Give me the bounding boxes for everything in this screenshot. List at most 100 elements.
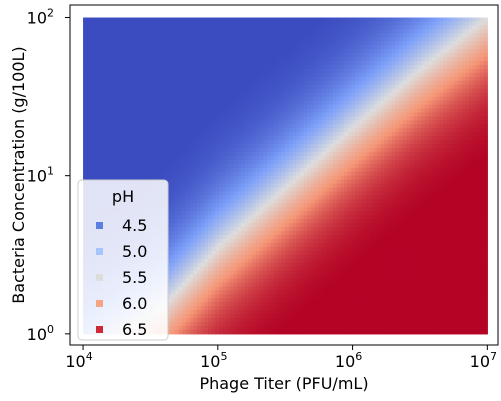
heatmap-cell <box>171 29 176 34</box>
heatmap-cell <box>237 41 242 46</box>
heatmap-cell <box>270 203 275 208</box>
heatmap-cell <box>97 92 103 98</box>
heatmap-cell <box>90 76 95 82</box>
heatmap-cell <box>193 258 198 264</box>
heatmap-cell <box>241 84 246 90</box>
heatmap-cell <box>108 61 114 66</box>
heatmap-cell <box>222 37 227 42</box>
heatmap-cell <box>285 298 290 303</box>
heatmap-cell <box>288 231 294 236</box>
heatmap-cell <box>270 310 275 315</box>
heatmap-cell <box>259 302 264 307</box>
heatmap-cell <box>200 171 205 177</box>
heatmap-cell <box>185 298 191 303</box>
heatmap-cell <box>248 116 253 121</box>
heatmap-cell <box>196 321 202 327</box>
heatmap-cell <box>174 112 180 117</box>
heatmap-cell <box>244 282 250 287</box>
heatmap-cell <box>211 128 216 133</box>
heatmap-cell <box>130 96 136 102</box>
heatmap-cell <box>233 96 239 102</box>
heatmap-cell <box>277 266 283 272</box>
heatmap-cell <box>274 314 279 319</box>
heatmap-cell <box>237 314 242 319</box>
heatmap-cell <box>130 53 136 58</box>
heatmap-cell <box>274 242 279 248</box>
heatmap-cell <box>196 57 202 62</box>
heatmap-cell <box>237 266 242 272</box>
heatmap-cell <box>193 61 198 66</box>
heatmap-cell <box>178 329 183 335</box>
heatmap-cell <box>156 64 161 70</box>
heatmap-cell <box>138 144 143 149</box>
heatmap-cell <box>237 61 242 66</box>
heatmap-cell <box>185 33 191 38</box>
heatmap-cell <box>226 199 231 204</box>
heatmap-cell <box>222 294 227 299</box>
heatmap-cell <box>101 21 106 27</box>
heatmap-cell <box>219 203 224 208</box>
heatmap-cell <box>244 25 250 30</box>
heatmap-cell <box>152 167 158 173</box>
heatmap-cell <box>310 61 316 66</box>
heatmap-cell <box>182 223 187 228</box>
heatmap-cell <box>182 215 187 220</box>
heatmap-cell <box>193 140 198 145</box>
heatmap-cell <box>230 167 235 173</box>
heatmap-cell <box>97 104 103 110</box>
heatmap-cell <box>263 298 268 303</box>
heatmap-cell <box>145 84 150 90</box>
heatmap-cell <box>112 33 117 38</box>
heatmap-cell <box>83 136 88 141</box>
heatmap-cell <box>296 187 301 193</box>
heatmap-cell <box>171 17 176 23</box>
heatmap-cell <box>189 266 194 272</box>
heatmap-cell <box>259 211 264 216</box>
heatmap-cell <box>101 17 106 23</box>
heatmap-cell <box>145 159 150 165</box>
heatmap-cell <box>196 76 202 82</box>
heatmap-cell <box>94 148 99 153</box>
heatmap-cell <box>182 325 187 331</box>
heatmap-cell <box>94 108 99 114</box>
heatmap-cell <box>244 199 250 204</box>
heatmap-cell <box>303 140 308 145</box>
heatmap-cell <box>130 64 136 70</box>
heatmap-cell <box>97 88 103 94</box>
heatmap-cell <box>105 163 110 169</box>
heatmap-cell <box>193 80 198 86</box>
heatmap-cell <box>200 266 205 272</box>
heatmap-cell <box>105 100 110 106</box>
heatmap-cell <box>281 290 286 295</box>
heatmap-cell <box>237 329 242 335</box>
heatmap-cell <box>149 57 154 62</box>
heatmap-cell <box>204 246 209 252</box>
heatmap-cell <box>303 29 308 34</box>
heatmap-cell <box>152 21 158 27</box>
heatmap-cell <box>226 254 231 260</box>
heatmap-cell <box>208 325 213 331</box>
heatmap-cell <box>252 124 257 129</box>
heatmap-cell <box>112 92 117 98</box>
heatmap-cell <box>83 21 88 27</box>
heatmap-cell <box>130 151 136 157</box>
heatmap-cell <box>215 33 220 38</box>
heatmap-cell <box>255 116 261 121</box>
heatmap-cell <box>226 76 231 82</box>
heatmap-cell <box>230 203 235 208</box>
heatmap-cell <box>215 163 220 169</box>
heatmap-cell <box>244 274 250 280</box>
heatmap-cell <box>270 175 275 181</box>
heatmap-cell <box>241 258 246 264</box>
heatmap-cell <box>171 167 176 173</box>
heatmap-cell <box>174 57 180 62</box>
heatmap-cell <box>270 132 275 137</box>
heatmap-cell <box>292 223 297 228</box>
heatmap-cell <box>185 203 191 208</box>
heatmap-cell <box>299 203 305 208</box>
heatmap-cell <box>226 171 231 177</box>
heatmap-cell <box>307 49 312 54</box>
heatmap-cell <box>83 140 88 145</box>
heatmap-cell <box>288 325 294 331</box>
heatmap-cell <box>277 298 283 303</box>
